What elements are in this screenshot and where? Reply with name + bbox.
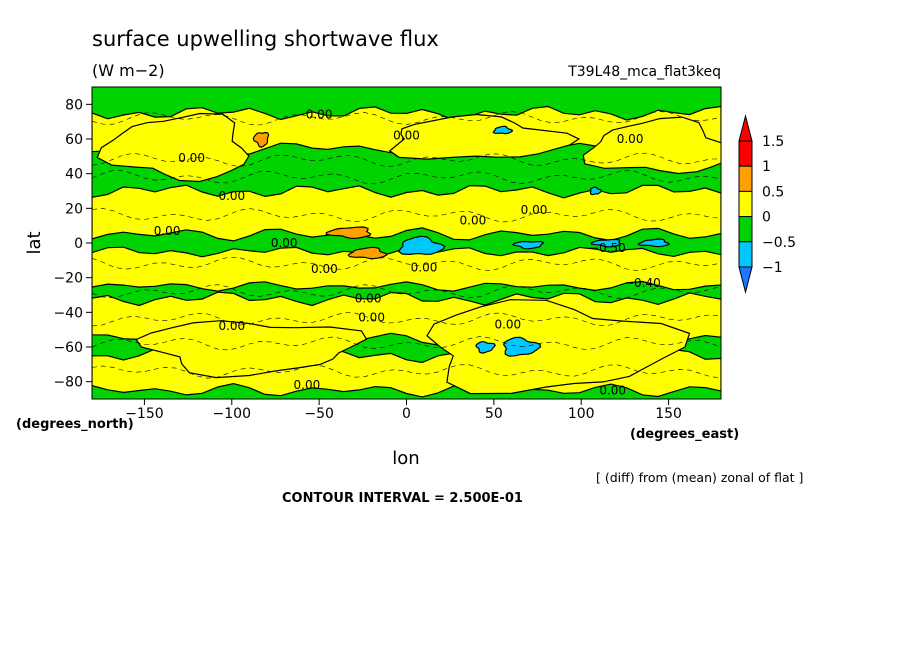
contour-label: 0.00 <box>358 311 385 325</box>
negative-contour-line <box>92 152 721 167</box>
contour-interval-label: CONTOUR INTERVAL = 2.500E-01 <box>282 491 523 506</box>
contour-blob <box>590 238 622 248</box>
y-tick-label: −40 <box>53 305 83 321</box>
contour-label: −0.50 <box>589 241 626 255</box>
contour-blob <box>511 240 545 250</box>
x-tick-label: −50 <box>304 406 334 422</box>
negative-contour-line <box>92 111 721 126</box>
contour-label: 0.00 <box>218 319 245 333</box>
contour-label: 0.00 <box>460 214 487 228</box>
colorbar-label: 1.5 <box>762 134 784 150</box>
contour-label: 0.00 <box>393 129 420 143</box>
negative-contour-line <box>92 208 721 223</box>
x-units-label: (degrees_east) <box>630 427 739 442</box>
contour-label: 0.00 <box>271 236 298 250</box>
colorbar-swatch <box>738 241 753 268</box>
y-tick-label: −20 <box>53 271 83 287</box>
contour-band <box>92 246 721 292</box>
colorbar-swatch <box>738 216 753 243</box>
contour-label: 0.00 <box>154 224 181 238</box>
colorbar: −1 −0.5 0 0.5 1 1.5 <box>738 114 796 294</box>
contour-label: 0.00 <box>521 203 548 217</box>
negative-contour-line <box>92 336 721 351</box>
contour-band <box>92 184 721 242</box>
contour-label: 0.00 <box>218 189 245 203</box>
colorbar-label: 1 <box>762 159 771 175</box>
contour-blob <box>475 340 496 354</box>
colorbar-swatch <box>738 140 753 167</box>
contour-blob <box>96 112 250 183</box>
contour-label: 0.00 <box>411 260 438 274</box>
contour-blob <box>135 320 368 379</box>
contour-label: −0.40 <box>624 276 661 290</box>
y-tick-label: 0 <box>74 236 83 252</box>
contour-label: 0.00 <box>494 318 521 332</box>
plot-area <box>92 87 721 399</box>
colorbar-label: −0.5 <box>762 235 796 251</box>
contour-blob <box>589 186 603 196</box>
x-tick-label: −100 <box>213 406 251 422</box>
y-units-label: (degrees_north) <box>16 417 134 432</box>
chart-title: surface upwelling shortwave flux <box>92 27 439 51</box>
y-tick-label: 60 <box>65 132 83 148</box>
x-tick-label: −150 <box>125 406 163 422</box>
contour-blob <box>582 116 721 175</box>
contour-label: 0.00 <box>617 132 644 146</box>
x-tick-label: 0 <box>402 406 411 422</box>
contour-label: 0.00 <box>311 262 338 276</box>
y-axis-label: lat <box>24 231 45 254</box>
contour-label: 0.00 <box>306 108 333 122</box>
contour-label: 0.00 <box>294 378 321 392</box>
negative-contour-line <box>92 256 721 271</box>
colorbar-arrow-bottom <box>738 266 753 294</box>
contour-label: 0.00 <box>599 383 626 397</box>
colorbar-swatch <box>738 165 753 192</box>
contour-blob <box>325 226 372 239</box>
negative-contour-line <box>92 170 721 185</box>
x-tick-label: 150 <box>655 406 682 422</box>
x-tick-label: 100 <box>568 406 595 422</box>
contour-blob <box>398 235 446 256</box>
y-tick-label: −60 <box>53 340 83 356</box>
experiment-label: T39L48_mca_flat3keq <box>567 64 721 80</box>
contour-blob <box>637 238 671 248</box>
y-tick-label: 40 <box>65 167 83 183</box>
contour-blob <box>426 299 691 395</box>
x-tick-label: 50 <box>485 406 503 422</box>
contour-blob <box>388 113 581 160</box>
colorbar-label: 0.5 <box>762 184 784 200</box>
chart-units: (W m−2) <box>92 61 165 80</box>
colorbar-label: 0 <box>762 210 771 226</box>
colorbar-label: −1 <box>762 260 783 276</box>
y-tick-label: −80 <box>53 375 83 391</box>
contour-blob <box>347 246 388 260</box>
colorbar-arrow-top <box>738 114 753 142</box>
y-tick-label: 80 <box>65 97 83 113</box>
contour-label: 0.00 <box>178 151 205 165</box>
source-note: [ (diff) from (mean) zonal of flat ] <box>596 470 803 485</box>
negative-contour-line <box>92 284 721 299</box>
y-tick-label: 20 <box>65 201 83 217</box>
contour-label: 0.00 <box>355 292 382 306</box>
contour-blob <box>492 125 514 135</box>
x-axis-label: lon <box>392 448 419 469</box>
contour-blob <box>252 131 270 148</box>
colorbar-swatch <box>738 190 753 218</box>
